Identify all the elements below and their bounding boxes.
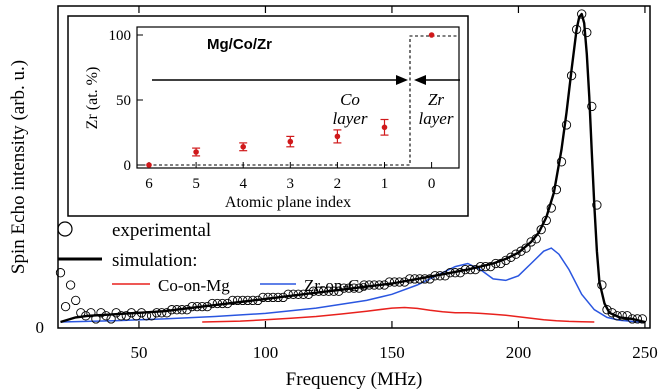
co-on-mg-series bbox=[202, 306, 595, 323]
experimental-point bbox=[556, 157, 567, 167]
co-layer-label-line1: Co bbox=[340, 90, 360, 109]
experimental-point bbox=[157, 308, 167, 318]
main-x-tick-label: 100 bbox=[253, 343, 279, 362]
experimental-point bbox=[55, 268, 66, 278]
inset-x-axis-label: Atomic plane index bbox=[225, 194, 351, 211]
main-x-tick-label: 50 bbox=[130, 343, 147, 362]
experimental-point bbox=[71, 295, 81, 306]
inset-x-tick-label: 3 bbox=[287, 176, 295, 192]
legend-simulation-label: simulation: bbox=[112, 250, 198, 271]
experimental-point bbox=[602, 305, 612, 315]
zr-layer-arrowhead bbox=[414, 75, 426, 85]
experimental-point bbox=[425, 274, 435, 284]
experimental-point bbox=[131, 311, 142, 321]
main-y-tick-label: 0 bbox=[36, 318, 45, 337]
main-x-axis: 50 100 150 200 250 bbox=[130, 6, 658, 362]
legend-experimental-label: experimental bbox=[112, 220, 211, 241]
experimental-point bbox=[96, 308, 106, 318]
inset-data-point bbox=[193, 149, 199, 155]
experimental-point bbox=[207, 298, 217, 309]
co-layer-arrowhead bbox=[396, 75, 408, 85]
experimental-point bbox=[582, 27, 592, 38]
experimental-point bbox=[485, 261, 496, 272]
experimental-point bbox=[587, 101, 597, 112]
experimental-point bbox=[258, 292, 268, 303]
experimental-point bbox=[516, 246, 526, 256]
simulation-series bbox=[60, 12, 646, 324]
legend: experimental simulation: Co-on-Mg Zr-on-… bbox=[57, 220, 368, 295]
inset-data-point bbox=[287, 138, 294, 145]
experimental-point bbox=[637, 314, 648, 324]
experimental-point bbox=[526, 237, 536, 247]
inset-data-point bbox=[428, 32, 435, 38]
experimental-point bbox=[116, 311, 126, 321]
inset-data-point bbox=[381, 124, 388, 131]
experimental-point bbox=[227, 295, 238, 306]
inset-x-tick-label: 1 bbox=[381, 176, 389, 192]
experimental-point bbox=[65, 280, 76, 290]
inset-y-tick-label: 0 bbox=[124, 158, 132, 174]
co-layer-label-line2: layer bbox=[333, 109, 368, 128]
experimental-point bbox=[162, 308, 172, 318]
experimental-point bbox=[551, 184, 562, 195]
experimental-point bbox=[86, 308, 96, 318]
experimental-point bbox=[622, 311, 632, 321]
inset-x-tick-label: 2 bbox=[334, 176, 342, 192]
experimental-point bbox=[511, 249, 521, 259]
main-plot-frame bbox=[57, 5, 651, 329]
experimental-point bbox=[121, 311, 131, 321]
experimental-point bbox=[359, 280, 369, 290]
inset-y-tick-label: 100 bbox=[109, 28, 132, 44]
main-x-axis-label: Frequency (MHz) bbox=[286, 369, 423, 390]
zr-layer-label-line1: Zr bbox=[428, 90, 444, 109]
main-x-tick-label: 200 bbox=[506, 343, 532, 362]
co-on-mg-line bbox=[202, 306, 595, 323]
inset-x-tick-label: 0 bbox=[428, 176, 436, 192]
legend-zr-on-co-label: Zr-on-Co bbox=[304, 276, 368, 295]
inset-x-tick-label: 4 bbox=[239, 176, 247, 192]
main-x-tick-label: 150 bbox=[379, 343, 405, 362]
inset-data-point bbox=[334, 133, 341, 140]
main-x-tick-label: 250 bbox=[632, 343, 658, 362]
inset-y-tick-label: 50 bbox=[116, 93, 131, 109]
inset-x-tick-label: 6 bbox=[145, 176, 153, 192]
inset-y-axis-label: Zr (at. %) bbox=[84, 67, 101, 130]
inset-background bbox=[67, 15, 469, 217]
zr-layer-label-line2: layer bbox=[419, 109, 454, 128]
zr-on-co-line bbox=[60, 247, 645, 323]
inset-data-point bbox=[146, 162, 152, 168]
main-y-axis-label: Spin Echo intensity (arb. u.) bbox=[8, 60, 29, 274]
experimental-point bbox=[521, 243, 531, 253]
zr-on-co-series bbox=[60, 247, 645, 323]
simulation-line bbox=[60, 12, 646, 324]
experimental-point bbox=[607, 308, 617, 318]
experimental-point bbox=[612, 311, 622, 321]
inset-data-series bbox=[146, 32, 435, 168]
inset-title: Mg/Co/Zr bbox=[207, 36, 272, 53]
experimental-point bbox=[60, 301, 71, 312]
legend-experimental-marker bbox=[57, 221, 73, 237]
experimental-point bbox=[283, 289, 293, 299]
inset-data-point bbox=[240, 144, 246, 150]
experimental-point bbox=[232, 295, 243, 306]
experimental-point bbox=[592, 200, 602, 210]
inset-x-tick-label: 5 bbox=[192, 176, 200, 192]
legend-co-on-mg-label: Co-on-Mg bbox=[158, 276, 230, 295]
experimental-point bbox=[308, 286, 319, 296]
inset-plot-frame bbox=[136, 26, 460, 169]
